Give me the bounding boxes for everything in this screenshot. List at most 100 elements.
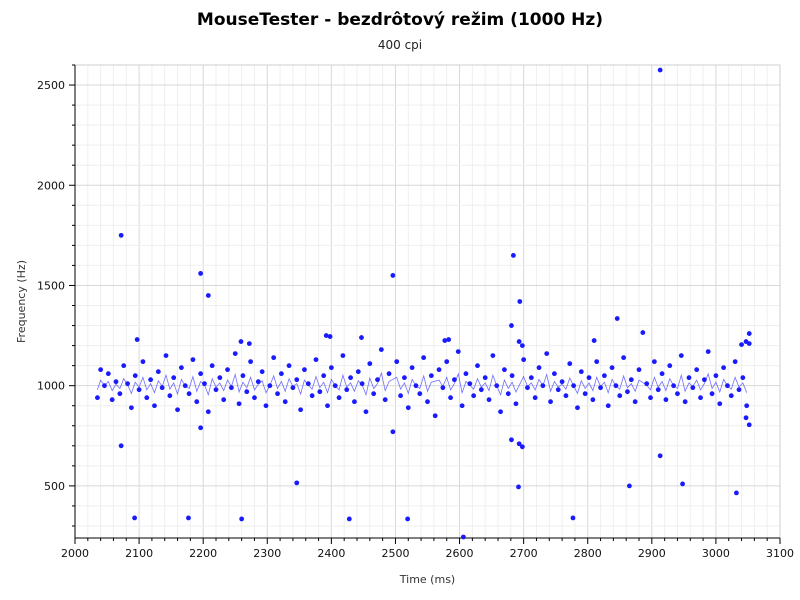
- data-point: [171, 375, 177, 381]
- data-point: [525, 385, 530, 391]
- data-point: [601, 373, 607, 379]
- data-point: [252, 395, 257, 401]
- data-point: [263, 403, 269, 409]
- data-point: [140, 359, 146, 365]
- data-point: [502, 367, 507, 373]
- data-point: [436, 367, 442, 373]
- data-point: [725, 383, 730, 389]
- data-point: [363, 409, 369, 415]
- data-point: [509, 373, 515, 379]
- data-point: [278, 371, 284, 377]
- data-point: [344, 387, 350, 393]
- data-point: [678, 353, 684, 359]
- data-point: [178, 365, 184, 371]
- data-point: [328, 365, 334, 371]
- data-point: [198, 371, 204, 377]
- data-point: [194, 399, 200, 405]
- data-point: [302, 367, 307, 373]
- data-point: [571, 383, 577, 389]
- data-point: [444, 359, 450, 365]
- data-point: [482, 375, 488, 381]
- data-point: [340, 353, 346, 359]
- y-tick-label: 2000: [37, 179, 65, 192]
- data-point: [125, 381, 130, 387]
- data-point: [190, 357, 196, 363]
- data-point: [632, 399, 638, 405]
- data-point: [244, 389, 250, 395]
- data-point: [290, 385, 296, 391]
- data-point: [378, 347, 384, 353]
- data-point: [455, 349, 461, 355]
- data-point: [144, 395, 150, 401]
- data-point: [517, 299, 523, 304]
- data-point: [413, 383, 419, 389]
- data-point: [590, 397, 596, 403]
- data-point: [667, 363, 673, 369]
- x-tick-label: 2200: [189, 547, 217, 560]
- data-point: [205, 293, 211, 298]
- data-point: [657, 67, 663, 73]
- data-point: [732, 359, 738, 365]
- data-point: [425, 399, 430, 405]
- data-point: [540, 383, 546, 389]
- data-point: [509, 323, 514, 328]
- chart-title: MouseTester - bezdrôtový režim (1000 Hz): [196, 10, 604, 30]
- data-points: [95, 67, 752, 540]
- data-point: [680, 481, 685, 487]
- data-point: [614, 316, 620, 321]
- data-point: [709, 391, 715, 397]
- data-point: [225, 367, 230, 373]
- data-point: [327, 334, 333, 339]
- data-point: [563, 393, 569, 399]
- data-point: [628, 377, 634, 383]
- data-point: [182, 383, 188, 389]
- y-axis-label: Frequency (Hz): [15, 260, 28, 343]
- axes: [69, 64, 781, 544]
- x-tick-label: 2000: [61, 547, 89, 560]
- data-point: [259, 369, 265, 375]
- data-point: [705, 349, 711, 355]
- data-point: [682, 399, 688, 405]
- x-tick-label: 2900: [638, 547, 666, 560]
- data-point: [118, 443, 124, 449]
- data-point: [321, 373, 327, 379]
- data-point: [575, 405, 580, 411]
- data-point: [552, 371, 557, 377]
- data-point: [459, 403, 465, 409]
- data-point: [467, 381, 473, 387]
- data-point: [198, 271, 204, 276]
- data-point: [505, 391, 511, 397]
- x-tick-label: 2600: [446, 547, 474, 560]
- data-point: [102, 383, 107, 389]
- data-point: [739, 342, 744, 347]
- y-tick-label: 500: [44, 480, 65, 493]
- data-point: [559, 379, 565, 385]
- data-point: [213, 387, 219, 393]
- data-point: [118, 232, 124, 238]
- data-point: [640, 330, 646, 335]
- data-point: [671, 383, 677, 389]
- data-point: [740, 375, 746, 381]
- data-point: [586, 375, 592, 381]
- plot-frame: [74, 64, 781, 539]
- data-point: [298, 407, 303, 413]
- data-point: [152, 403, 157, 409]
- data-point: [521, 357, 527, 363]
- data-point: [486, 397, 492, 403]
- data-point: [105, 371, 111, 377]
- x-tick-label: 2300: [253, 547, 281, 560]
- data-point: [159, 385, 165, 391]
- data-point: [282, 399, 288, 405]
- data-point: [313, 357, 319, 363]
- data-point: [132, 373, 138, 379]
- data-point: [528, 375, 534, 381]
- data-point: [701, 377, 707, 383]
- data-point: [478, 387, 484, 393]
- data-point: [239, 516, 245, 522]
- data-point: [217, 375, 223, 381]
- tick-labels: 2000 2100 2200 2300 2400 2500 2600 2700 2800 2900…: [37, 79, 794, 560]
- data-point: [440, 385, 446, 391]
- data-point: [167, 393, 173, 399]
- y-tick-label: 2500: [37, 79, 65, 92]
- data-point: [163, 353, 169, 359]
